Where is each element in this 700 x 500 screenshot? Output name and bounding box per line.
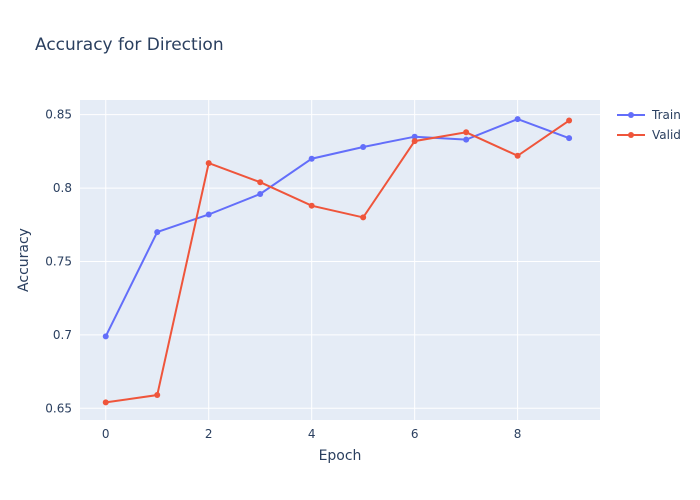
legend-item-valid[interactable]: Valid <box>617 128 681 142</box>
legend: Train Valid <box>617 108 681 142</box>
legend-swatch-marker <box>628 132 634 138</box>
data-point-train[interactable] <box>308 155 315 162</box>
x-tick-label: 0 <box>102 427 110 441</box>
y-tick-label: 0.7 <box>53 328 72 342</box>
data-point-train[interactable] <box>205 211 212 218</box>
legend-label: Valid <box>652 128 681 142</box>
data-point-train[interactable] <box>411 133 418 140</box>
y-tick-label: 0.65 <box>45 401 72 415</box>
series-line-valid <box>105 119 570 404</box>
plot-area <box>80 100 600 420</box>
x-axis-title: Epoch <box>319 448 362 464</box>
data-point-valid[interactable] <box>360 214 367 221</box>
data-point-valid[interactable] <box>463 129 470 136</box>
data-point-valid[interactable] <box>411 138 418 145</box>
data-point-valid[interactable] <box>102 399 109 406</box>
tick-layer: 0.65 0.7 0.75 0.8 0.85 0 2 4 6 8 <box>45 108 521 441</box>
grid-layer <box>80 100 600 420</box>
data-point-valid[interactable] <box>154 392 161 399</box>
data-point-train[interactable] <box>463 136 470 143</box>
y-tick-label: 0.75 <box>45 254 72 268</box>
x-tick-label: 6 <box>411 427 419 441</box>
data-point-train[interactable] <box>360 143 367 150</box>
y-axis-title: Accuracy <box>16 228 32 292</box>
data-point-valid[interactable] <box>257 179 264 186</box>
series-line-train <box>104 118 570 337</box>
data-point-valid[interactable] <box>308 202 315 209</box>
data-point-train[interactable] <box>566 135 573 142</box>
data-point-valid[interactable] <box>205 160 212 167</box>
x-tick-label: 8 <box>514 427 522 441</box>
x-tick-label: 2 <box>205 427 213 441</box>
series-layer <box>102 116 573 406</box>
data-point-train[interactable] <box>154 229 161 236</box>
legend-label: Train <box>651 108 681 122</box>
data-point-train[interactable] <box>257 190 264 197</box>
y-tick-label: 0.8 <box>53 181 72 195</box>
x-tick-label: 4 <box>308 427 316 441</box>
legend-item-train[interactable]: Train <box>617 108 681 122</box>
data-point-train[interactable] <box>102 333 109 340</box>
data-point-train[interactable] <box>514 116 521 123</box>
data-point-valid[interactable] <box>514 152 521 159</box>
data-point-valid[interactable] <box>566 117 573 124</box>
y-tick-label: 0.85 <box>45 108 72 122</box>
chart-title: Accuracy for Direction <box>35 35 224 55</box>
legend-swatch-marker <box>628 112 634 118</box>
